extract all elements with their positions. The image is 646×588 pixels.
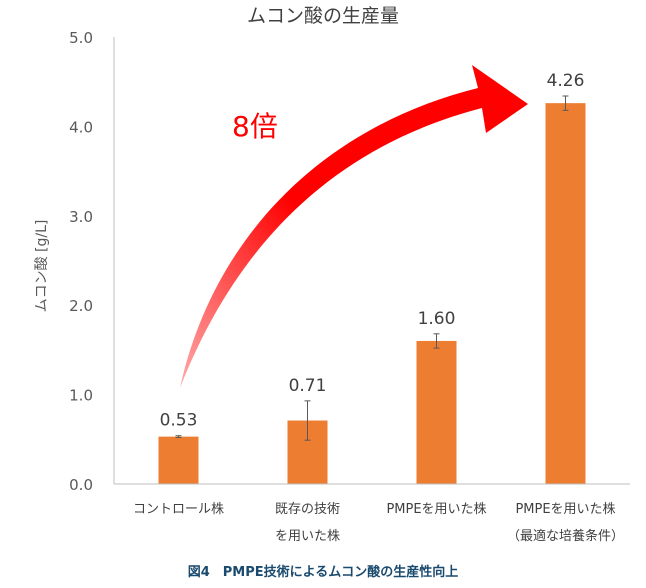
- x-tick-label: PMPEを用いた株: [386, 502, 486, 517]
- figure-caption: 図4 PMPE技術によるムコン酸の生産性向上: [187, 565, 459, 580]
- data-label: 0.53: [160, 411, 198, 431]
- y-tick-label: 1.0: [69, 387, 93, 405]
- y-tick-label: 4.0: [69, 118, 93, 136]
- x-tick-label: コントロール株: [133, 502, 224, 517]
- x-tick-label: （最適な培養条件）: [507, 528, 624, 544]
- data-label: 4.26: [547, 71, 585, 91]
- increase-annotation: 8倍: [232, 110, 278, 143]
- y-tick-label: 3.0: [69, 208, 93, 226]
- bar: [158, 436, 199, 484]
- y-tick-label: 5.0: [69, 29, 93, 47]
- data-label: 0.71: [289, 376, 327, 396]
- x-tick-label: を用いた株: [275, 529, 340, 544]
- chart-title: ムコン酸の生産量: [247, 5, 399, 27]
- increase-arrow: [180, 65, 528, 388]
- y-axis-label: ムコン酸 [g/L]: [34, 220, 50, 313]
- bar-chart: ムコン酸の生産量 ムコン酸 [g/L] 0.0 1.0 2.0 3.0 4.0 5.0 0…: [34, 5, 630, 544]
- y-tick-label: 2.0: [69, 297, 93, 315]
- x-tick-label: 既存の技術: [275, 502, 340, 517]
- y-tick-label: 0.0: [69, 476, 93, 494]
- x-tick-label: PMPEを用いた株: [515, 502, 615, 517]
- bar: [416, 340, 457, 484]
- data-label: 1.60: [418, 309, 456, 329]
- bar: [545, 103, 586, 484]
